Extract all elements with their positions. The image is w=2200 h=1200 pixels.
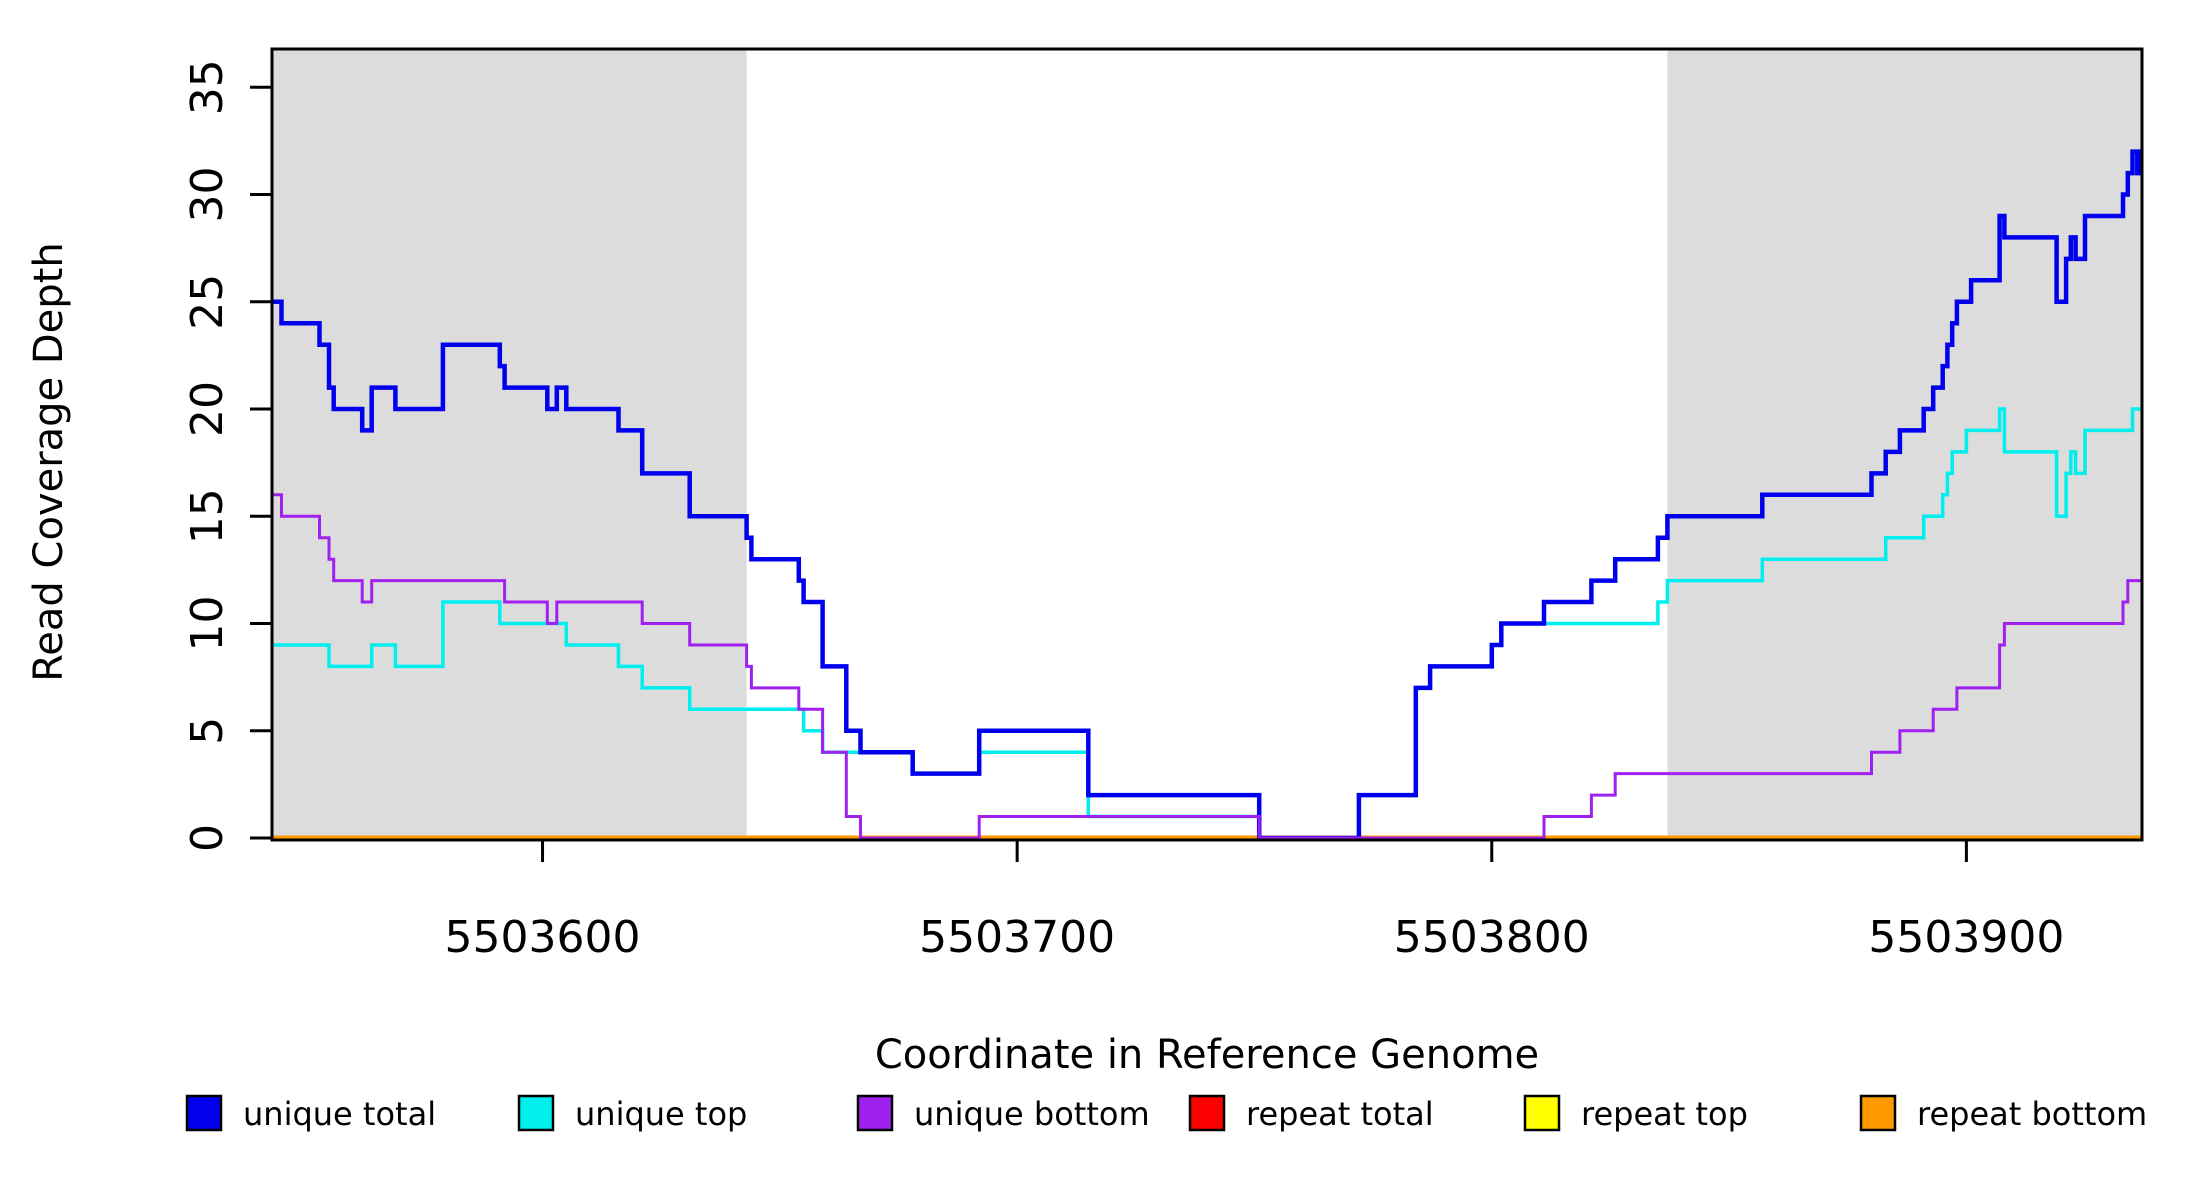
legend: unique total unique top unique bottom repea… (185, 1094, 2147, 1133)
legend-swatch-unique-bottom (856, 1094, 894, 1132)
legend-label-unique-top: unique top (575, 1095, 747, 1133)
plot-frame (270, 47, 2144, 842)
x-tick-label: 5503900 (1868, 912, 2064, 963)
y-tick-label: 5 (182, 717, 233, 745)
legend-label-repeat-total: repeat total (1246, 1095, 1434, 1133)
y-tick-label: 20 (182, 381, 233, 437)
shaded-region (1667, 49, 2143, 840)
legend-label-unique-total: unique total (243, 1095, 436, 1133)
y-axis-title: Read Coverage Depth (26, 242, 72, 681)
x-tick-label: 5503600 (445, 912, 641, 963)
x-tick-label: 5503700 (919, 912, 1115, 963)
y-tick-label: 30 (182, 167, 233, 223)
legend-label-repeat-bottom: repeat bottom (1917, 1095, 2147, 1133)
legend-label-unique-bottom: unique bottom (914, 1095, 1150, 1133)
y-tick-label: 15 (182, 488, 233, 544)
legend-swatch-unique-top (517, 1094, 555, 1132)
series-line-unique-bottom (272, 493, 2142, 840)
legend-swatch-unique-total (185, 1094, 223, 1132)
legend-swatch-repeat-top (1523, 1094, 1561, 1132)
y-tick-label: 0 (182, 824, 233, 852)
legend-swatch-repeat-total (1188, 1094, 1226, 1132)
series-lines (272, 149, 2143, 841)
axis-ticks: 5503600 5503700 5503800 5503900 0 5 10 15 20 25 30… (182, 59, 2064, 963)
shaded-regions (272, 49, 2143, 840)
series-line-unique-total (272, 149, 2143, 841)
x-axis-title: Coordinate in Reference Genome (875, 1032, 1539, 1078)
legend-swatch-repeat-bottom (1859, 1094, 1897, 1132)
legend-label-repeat-top: repeat top (1581, 1095, 1748, 1133)
shaded-region (272, 49, 747, 840)
y-tick-label: 25 (182, 274, 233, 330)
x-tick-label: 5503800 (1394, 912, 1590, 963)
y-tick-label: 10 (182, 596, 233, 652)
y-tick-label: 35 (182, 59, 233, 115)
